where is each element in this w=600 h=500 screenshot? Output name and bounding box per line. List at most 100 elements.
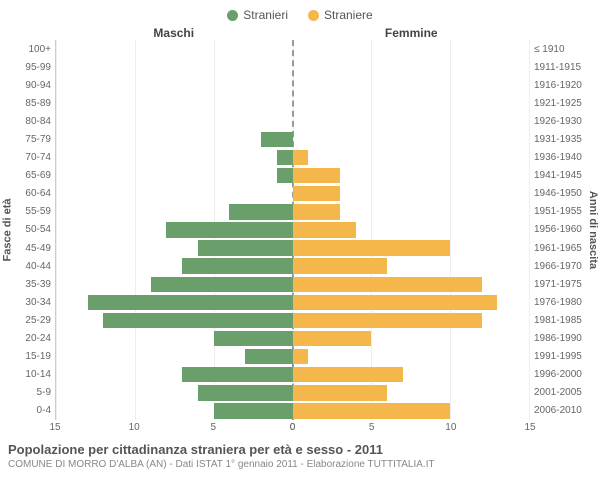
bars-container (56, 40, 529, 420)
birth-label: 1921-1925 (534, 94, 586, 112)
birth-label: 1911-1915 (534, 58, 586, 76)
female-bar (293, 258, 388, 273)
birth-label: 1916-1920 (534, 76, 586, 94)
age-label: 35-39 (14, 275, 51, 293)
bar-row (56, 112, 529, 130)
bar-row (56, 366, 529, 384)
male-bar (166, 222, 292, 237)
bar-row (56, 384, 529, 402)
bar-row (56, 94, 529, 112)
age-label: 60-64 (14, 185, 51, 203)
yaxis-right-title: Anni di nascita (586, 40, 600, 420)
male-bar (182, 258, 292, 273)
bar-row (56, 330, 529, 348)
bar-row (56, 239, 529, 257)
birth-label: 1936-1940 (534, 149, 586, 167)
age-label: 30-34 (14, 293, 51, 311)
female-bar (293, 331, 372, 346)
x-tick: 0 (290, 422, 296, 433)
bar-row (56, 402, 529, 420)
female-bar (293, 222, 356, 237)
header-female: Femmine (293, 26, 531, 40)
birth-label: 1931-1935 (534, 130, 586, 148)
female-bar (293, 277, 482, 292)
male-swatch (227, 10, 238, 21)
legend-item-male: Stranieri (227, 8, 288, 22)
pyramid-chart: Fasce di età 100+95-9990-9485-8980-8475-… (0, 40, 600, 420)
male-bar (261, 132, 293, 147)
age-label: 15-19 (14, 348, 51, 366)
male-bar (245, 349, 292, 364)
bar-row (56, 58, 529, 76)
female-bar (293, 240, 451, 255)
bar-row (56, 275, 529, 293)
age-label: 50-54 (14, 221, 51, 239)
birth-label: 1951-1955 (534, 203, 586, 221)
age-label: 65-69 (14, 167, 51, 185)
bar-row (56, 348, 529, 366)
birth-label: 2001-2005 (534, 384, 586, 402)
plot-area (55, 40, 530, 420)
birth-label: 1981-1985 (534, 311, 586, 329)
legend: Stranieri Straniere (0, 0, 600, 26)
birth-label: 1946-1950 (534, 185, 586, 203)
birth-label: 1966-1970 (534, 257, 586, 275)
x-tick: 15 (49, 422, 60, 433)
birth-label: 1971-1975 (534, 275, 586, 293)
birth-label: 2006-2010 (534, 402, 586, 420)
chart-subtitle: COMUNE DI MORRO D'ALBA (AN) - Dati ISTAT… (8, 459, 592, 470)
birth-label: 1996-2000 (534, 366, 586, 384)
birth-label: ≤ 1910 (534, 40, 586, 58)
birth-label: 1926-1930 (534, 112, 586, 130)
bar-row (56, 76, 529, 94)
age-labels: 100+95-9990-9485-8980-8475-7970-7465-696… (14, 40, 55, 420)
legend-female-label: Straniere (324, 8, 373, 22)
female-bar (293, 349, 309, 364)
x-tick: 15 (524, 422, 535, 433)
birth-label: 1991-1995 (534, 348, 586, 366)
x-axis: 151050 051015 (0, 420, 600, 436)
male-bar (198, 240, 293, 255)
birth-label: 1941-1945 (534, 167, 586, 185)
chart-title: Popolazione per cittadinanza straniera p… (8, 442, 592, 457)
chart-footer: Popolazione per cittadinanza straniera p… (0, 436, 600, 470)
female-bar (293, 168, 340, 183)
legend-male-label: Stranieri (243, 8, 288, 22)
male-bar (88, 295, 293, 310)
age-label: 25-29 (14, 311, 51, 329)
age-label: 75-79 (14, 130, 51, 148)
age-label: 20-24 (14, 330, 51, 348)
birth-label: 1956-1960 (534, 221, 586, 239)
bar-row (56, 221, 529, 239)
male-bar (214, 331, 293, 346)
x-tick: 5 (211, 422, 217, 433)
x-tick: 10 (129, 422, 140, 433)
x-tick: 10 (445, 422, 456, 433)
male-bar (277, 168, 293, 183)
male-bar (151, 277, 293, 292)
female-swatch (308, 10, 319, 21)
age-label: 10-14 (14, 366, 51, 384)
column-headers: Maschi Femmine (0, 26, 600, 40)
age-label: 40-44 (14, 257, 51, 275)
female-bar (293, 385, 388, 400)
age-label: 0-4 (14, 402, 51, 420)
age-label: 45-49 (14, 239, 51, 257)
female-bar (293, 313, 482, 328)
bar-row (56, 167, 529, 185)
age-label: 100+ (14, 40, 51, 58)
bar-row (56, 149, 529, 167)
x-tick: 5 (369, 422, 375, 433)
female-bar (293, 295, 498, 310)
age-label: 80-84 (14, 112, 51, 130)
male-bar (229, 204, 292, 219)
bar-row (56, 185, 529, 203)
female-bar (293, 150, 309, 165)
birth-label: 1961-1965 (534, 239, 586, 257)
yaxis-left-title: Fasce di età (0, 40, 14, 420)
bar-row (56, 40, 529, 58)
female-bar (293, 186, 340, 201)
age-label: 55-59 (14, 203, 51, 221)
male-bar (103, 313, 292, 328)
bar-row (56, 311, 529, 329)
